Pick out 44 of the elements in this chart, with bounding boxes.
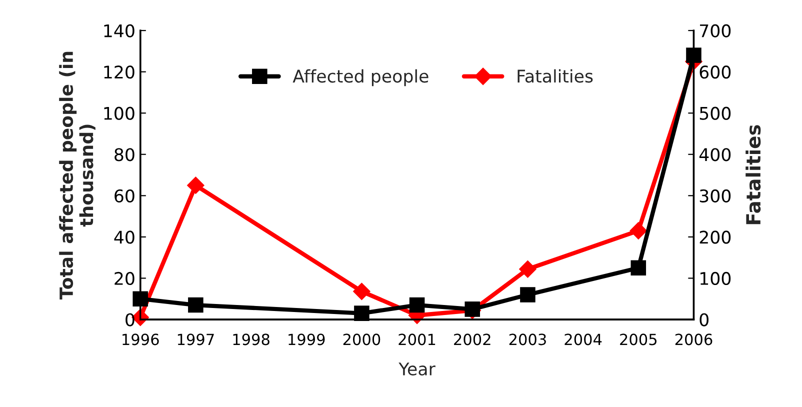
point [464, 302, 480, 317]
y2-tick-label: 200 [700, 230, 731, 244]
x-tick-label: 1998 [233, 334, 270, 346]
y2-tick-label: 300 [700, 189, 731, 202]
y-tick-label: 0 [126, 313, 134, 326]
x-tick-label: 1996 [122, 334, 159, 346]
y-tick-label: 100 [104, 106, 134, 120]
point [630, 222, 647, 240]
x-tick-label: 1997 [178, 334, 214, 346]
point [686, 48, 702, 63]
legend-label: Fatalities [518, 69, 593, 83]
y2-axis-title: Fatalities [746, 125, 761, 224]
y-tick-label: 40 [114, 230, 134, 244]
y-tick-label: 120 [104, 66, 134, 79]
legend-label: Affected people [292, 69, 428, 86]
x-tick-label: 2005 [620, 334, 656, 346]
point [132, 291, 148, 306]
y-tick-label: 140 [104, 24, 134, 38]
x-axis-title: Year [398, 362, 436, 376]
x-tick-label: 2000 [343, 334, 380, 346]
point [409, 297, 425, 313]
y2-tick-label: 0 [700, 313, 708, 326]
y-tick-label: 80 [114, 148, 134, 162]
y2-tick-label: 100 [700, 272, 731, 286]
x-tick-label: 2006 [675, 334, 712, 346]
point [188, 297, 204, 313]
point [354, 306, 370, 321]
y2-tick-label: 700 [700, 24, 731, 38]
x-tick-label: 2002 [454, 334, 490, 346]
x-tick-label: 2001 [398, 334, 436, 346]
y2-tick-label: 400 [699, 148, 731, 162]
y-tick-label: 20 [114, 272, 134, 286]
point [630, 260, 646, 276]
x-tick-label: 2003 [509, 334, 546, 346]
point [187, 176, 204, 194]
point [519, 260, 536, 278]
y2-tick-label: 500 [700, 106, 731, 120]
y-tick-label: 60 [114, 189, 134, 202]
y-axis-title: Total affected people (in thousand) [59, 52, 96, 300]
point [520, 287, 536, 302]
x-tick-label: 1999 [288, 334, 325, 346]
point [353, 282, 370, 300]
x-tick-label: 2004 [564, 334, 602, 346]
y2-tick-label: 600 [700, 66, 731, 79]
